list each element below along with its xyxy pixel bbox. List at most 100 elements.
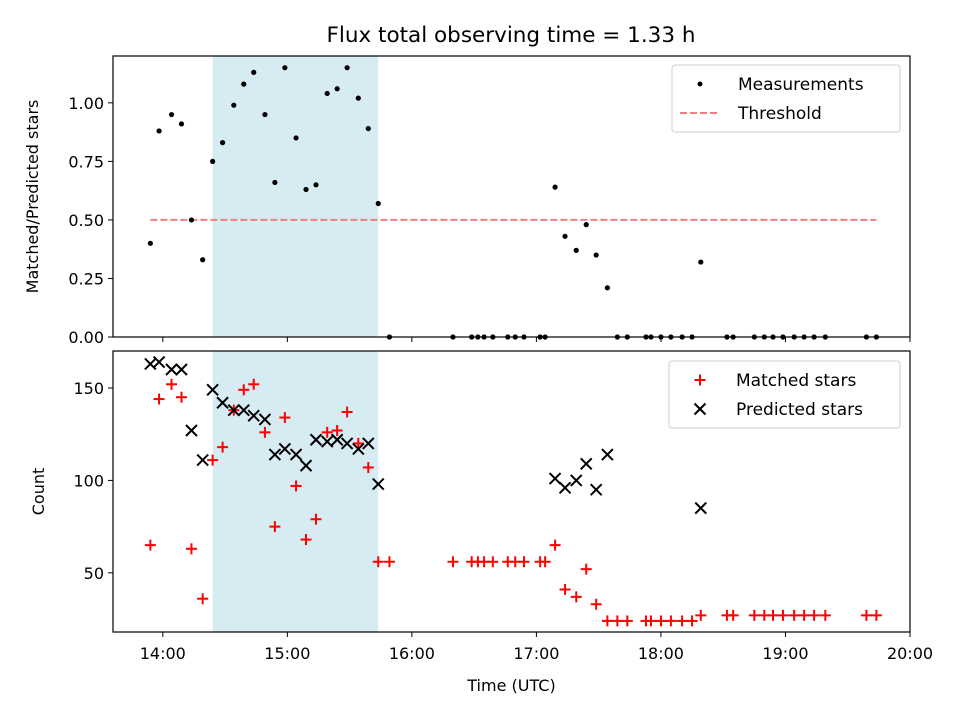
measurement-point [178,121,185,127]
measurement-point [200,257,206,263]
bottom-x-tick-label: 18:00 [638,644,684,663]
matched-star-point [259,426,271,438]
matched-star-point [777,609,789,621]
cross-stroke-b [589,483,603,496]
matched-star-point [185,543,197,555]
legend-matched-plus [694,374,706,386]
predicted-star-point [165,363,178,376]
cross-stroke-b [309,433,323,446]
top-x-ticks [162,337,911,342]
measurement-point [188,217,195,223]
matched-star-point [601,615,613,627]
cross-stroke-b [237,403,250,417]
bottom-x-tick-label: 19:00 [762,644,808,663]
matched-star-point [248,378,260,390]
cross-stroke-b [570,474,583,487]
figure-title: Flux total observing time = 1.33 h [327,23,696,48]
cross-stroke-b [289,448,303,461]
matched-star-point [870,609,882,621]
matched-star-point [352,437,364,449]
predicted-star-point [309,433,323,446]
measurement-point [272,179,278,186]
predicted-star-point [206,383,219,397]
matched-star-point [362,461,374,473]
matched-star-point [549,539,561,551]
matched-star-point [153,393,165,405]
measurement-point [334,86,340,92]
measurement-point [262,111,268,118]
predicted-star-point [340,437,354,450]
legend-matched-label: Matched stars [736,371,856,391]
cross-stroke-b [601,448,614,461]
matched-star-point [175,391,187,403]
matched-star-point [518,556,530,568]
measurement-point [219,140,226,146]
predicted-star-point [570,474,583,487]
matched-star-point [331,424,343,436]
matched-star-point [238,384,250,396]
measurement-point [231,102,237,108]
matched-star-point [580,563,592,575]
measurement-point [375,200,381,207]
measurement-point [552,184,558,190]
cross-stroke-b [258,413,272,426]
measurement-point [313,182,319,188]
cross-stroke-b [185,424,198,437]
matched-star-point [788,609,800,621]
predicted-star-point [558,481,572,495]
predicted-star-point [548,472,562,485]
matched-star-point [300,534,312,546]
cross-stroke-b [362,437,375,450]
cross-stroke-b [196,453,209,467]
cross-stroke-b [247,409,260,422]
matched-star-point [748,609,760,621]
matched-star-point [166,378,178,390]
bottom-y-tick-label: 150 [73,379,104,398]
predicted-star-point [580,457,593,470]
bottom-x-tick-label: 15:00 [264,644,310,663]
matched-star-point [798,609,810,621]
cross-stroke-b [352,442,365,456]
matched-star-point [144,539,156,551]
measurement-point [241,81,247,87]
measurement-point [604,285,610,291]
predicted-star-point [601,448,614,461]
measurement-point [293,135,299,141]
matched-star-point [559,583,571,595]
bottom-shaded-span [212,351,379,632]
legend-predicted-cross [693,402,707,416]
measurement-point [156,128,162,134]
cross-stroke-b [372,477,385,491]
matched-star-point [290,480,302,492]
bottom-y-label: Count [29,468,48,516]
bottom-x-axis: 14:00 15:00 16:00 17:00 18:00 19:00 20:00 [140,632,933,663]
matched-star-point [819,609,831,621]
matched-star-point [321,426,333,438]
bottom-y-axis: 50 100 150 [73,379,113,583]
bottom-legend: Matched stars Predicted stars [668,360,901,429]
cross-stroke-b [558,481,572,495]
matched-star-point [808,609,820,621]
cross-stroke-b [175,363,188,376]
cross-stroke-b [694,501,707,515]
predicted-star-point [185,424,198,437]
bottom-y-tick-label: 50 [84,564,104,583]
predicted-star-point [227,403,241,417]
legend-matched-marker [694,374,706,386]
predicted-star-point [247,409,260,422]
predicted-star-point [152,355,166,369]
matched-star-point [695,609,707,621]
cross-stroke-b [299,459,313,472]
measurement-point [303,186,309,193]
matched-star-point [727,609,739,621]
cross-stroke-b [152,355,166,369]
x-axis-label: Time (UTC) [466,676,555,695]
cross-stroke-b [340,437,354,450]
measurement-point [324,90,330,97]
bottom-x-tick-label: 20:00 [887,644,933,663]
measurement-point [355,95,361,101]
predicted-star-point [175,363,188,376]
matched-star-point [217,441,229,453]
matched-star-point [447,556,459,568]
